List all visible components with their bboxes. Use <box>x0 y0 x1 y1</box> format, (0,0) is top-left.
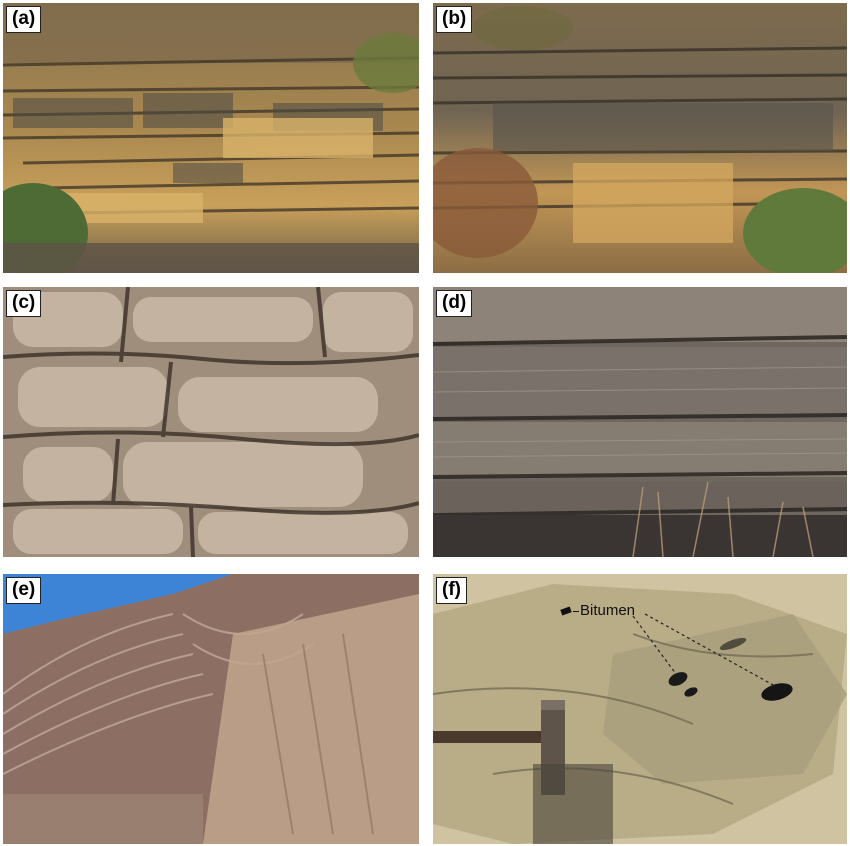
photo-panel-a: (a) <box>3 3 419 273</box>
photo-panel-d: (d) <box>433 287 847 557</box>
panel-label-c: (c) <box>6 290 42 317</box>
outcrop-folded-strata-photo-e <box>3 574 419 844</box>
outcrop-massive-sandstone-photo-c <box>3 287 419 557</box>
panel-label-b: (b) <box>436 6 473 33</box>
bitumen-patch <box>684 687 698 697</box>
photo-panel-f: (f) Bitumen <box>433 574 847 844</box>
panel-label-a: (a) <box>6 6 42 33</box>
bitumen-patch <box>668 672 688 686</box>
panel-label-f: (f) <box>436 577 467 604</box>
outcrop-bitumen-photo-f <box>433 574 847 844</box>
outcrop-sandstone-photo-b <box>433 3 847 273</box>
bitumen-leader <box>573 610 579 612</box>
photo-panel-e: (e) <box>3 574 419 844</box>
bitumen-annotation: Bitumen <box>560 602 636 619</box>
photo-panel-b: (b) <box>433 3 847 273</box>
outcrop-sandstone-photo-a <box>3 3 419 273</box>
photo-panel-c: (c) <box>3 287 419 557</box>
bitumen-patch <box>761 683 793 701</box>
panel-label-d: (d) <box>436 290 473 317</box>
panel-label-e: (e) <box>6 577 42 604</box>
bitumen-legend-mark <box>560 606 572 616</box>
bitumen-label: Bitumen <box>580 602 636 619</box>
outcrop-laminated-sandstone-photo-d <box>433 287 847 557</box>
